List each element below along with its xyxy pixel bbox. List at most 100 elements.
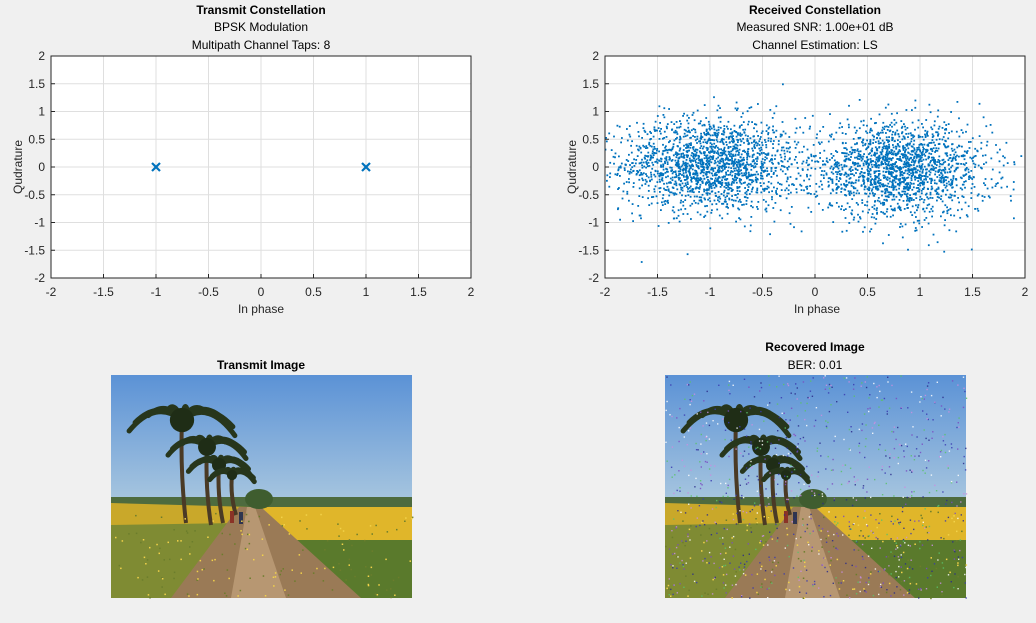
received-symbol <box>869 230 871 233</box>
received-symbol <box>832 172 835 175</box>
received-symbol <box>723 148 725 151</box>
received-symbol <box>711 143 713 146</box>
received-symbol <box>745 171 747 173</box>
received-symbol <box>1006 162 1009 164</box>
received-symbol <box>851 213 853 216</box>
received-symbol <box>753 127 755 130</box>
received-symbol <box>702 167 705 169</box>
received-symbol <box>730 150 733 153</box>
received-symbol <box>934 144 936 147</box>
received-symbol <box>632 169 635 172</box>
received-symbol <box>889 205 892 208</box>
received-symbol <box>682 169 684 172</box>
received-symbol <box>873 164 876 166</box>
received-symbol <box>737 159 740 161</box>
received-symbol <box>905 193 908 196</box>
received-symbol <box>750 190 753 193</box>
received-symbol <box>879 157 881 160</box>
received-symbol <box>735 101 738 104</box>
received-symbol <box>835 176 838 178</box>
received-symbol <box>835 161 837 164</box>
received-symbol <box>752 180 755 183</box>
received-symbol <box>802 160 805 163</box>
received-symbol <box>686 134 689 137</box>
received-symbol <box>682 213 685 215</box>
received-symbol <box>871 188 874 191</box>
received-symbol <box>731 174 734 177</box>
received-symbol <box>641 177 644 180</box>
received-symbol <box>793 184 795 186</box>
received-symbol <box>646 133 649 136</box>
received-symbol <box>899 169 901 171</box>
received-symbol <box>898 187 900 190</box>
received-symbol <box>835 192 838 194</box>
received-symbol <box>721 184 723 187</box>
received-symbol <box>895 177 898 180</box>
received-symbol <box>772 147 775 149</box>
received-symbol <box>730 162 733 165</box>
received-symbol <box>960 208 963 211</box>
received-symbol <box>609 176 611 178</box>
received-symbol <box>713 128 716 131</box>
received-symbol <box>705 155 708 157</box>
received-symbol <box>875 156 878 159</box>
received-symbol <box>723 175 725 178</box>
received-symbol <box>729 159 732 161</box>
received-symbol <box>723 189 726 192</box>
received-symbol <box>946 210 949 212</box>
received-symbol <box>843 188 846 191</box>
received-symbol <box>725 179 728 181</box>
received-symbol <box>662 143 664 146</box>
received-symbol <box>726 178 729 180</box>
received-symbol <box>912 186 915 189</box>
received-symbol <box>701 193 704 196</box>
received-symbol <box>750 141 753 144</box>
received-symbol <box>906 144 909 147</box>
received-symbol <box>671 179 674 181</box>
received-symbol <box>976 207 979 210</box>
received-symbol <box>719 165 722 168</box>
received-symbol <box>908 197 911 200</box>
received-symbol <box>870 160 872 162</box>
y-tick-label: 0.5 <box>582 132 599 146</box>
received-symbol <box>814 160 816 163</box>
received-symbol <box>688 159 691 162</box>
received-symbol <box>723 168 726 170</box>
received-symbol <box>655 160 658 163</box>
received-symbol <box>744 192 747 194</box>
image-subtitle: BER: 0.01 <box>788 358 843 372</box>
received-symbol <box>832 138 835 141</box>
received-symbol <box>859 136 862 139</box>
received-symbol <box>945 179 947 182</box>
received-symbol <box>689 161 692 163</box>
received-symbol <box>734 176 736 178</box>
received-symbol <box>674 159 677 162</box>
received-symbol <box>647 197 649 200</box>
received-symbol <box>884 190 887 193</box>
received-symbol <box>663 187 665 190</box>
received-symbol <box>752 186 754 189</box>
received-symbol <box>742 156 745 159</box>
received-symbol <box>721 133 723 135</box>
x-tick-label: -2 <box>46 285 57 299</box>
received-symbol <box>903 193 906 195</box>
received-symbol <box>743 172 746 175</box>
received-symbol <box>917 155 920 158</box>
received-symbol <box>832 155 835 157</box>
received-symbol <box>684 179 687 181</box>
received-symbol <box>735 181 738 184</box>
received-symbol <box>728 136 730 139</box>
received-symbol <box>646 163 648 166</box>
received-symbol <box>649 154 652 157</box>
received-symbol <box>918 144 921 146</box>
received-symbol <box>931 150 934 152</box>
received-symbol <box>917 160 920 163</box>
received-symbol <box>714 180 716 183</box>
received-symbol <box>928 170 931 173</box>
received-symbol <box>777 143 780 146</box>
received-symbol <box>747 153 750 155</box>
received-symbol <box>857 155 860 157</box>
received-symbol <box>916 149 919 151</box>
received-symbol <box>783 166 786 168</box>
received-symbol <box>877 197 880 199</box>
